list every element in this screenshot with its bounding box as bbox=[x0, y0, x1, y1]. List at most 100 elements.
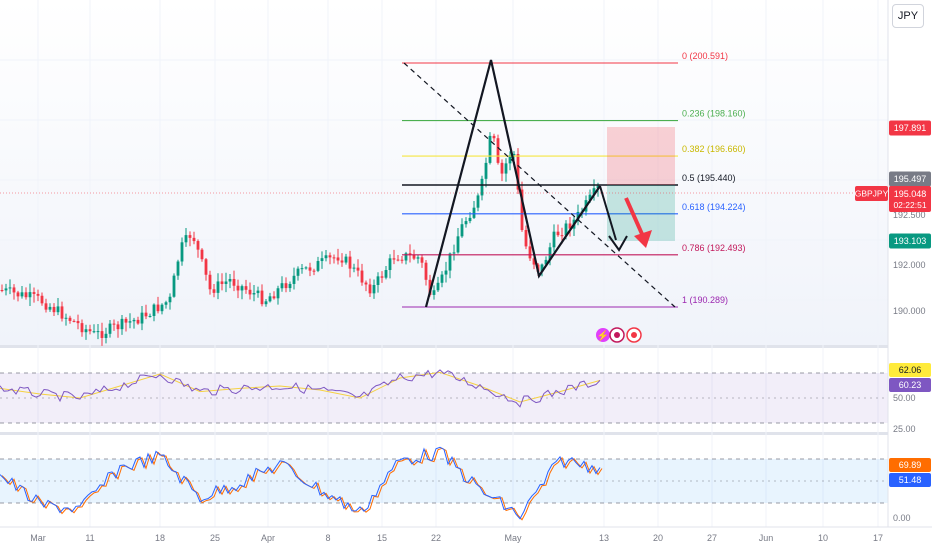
candle-body bbox=[20, 292, 24, 297]
candle-body bbox=[108, 323, 112, 334]
candle-body bbox=[576, 211, 580, 220]
candle-body bbox=[176, 261, 180, 276]
candle-body bbox=[456, 236, 460, 253]
red-arrow-shaft[interactable] bbox=[624, 197, 644, 235]
candle-body bbox=[520, 189, 524, 231]
candle-body bbox=[372, 284, 376, 294]
candle-body bbox=[148, 315, 152, 317]
price-tick: 192.000 bbox=[893, 260, 926, 270]
stoch-pane[interactable] bbox=[0, 437, 888, 527]
candle-body bbox=[160, 304, 164, 312]
candle-body bbox=[464, 221, 468, 225]
pane-divider-2[interactable] bbox=[0, 432, 932, 435]
rsi-line bbox=[0, 369, 601, 408]
candle-body bbox=[436, 282, 440, 291]
price-axis-ticks: 192.500 192.000 190.000 50.00 25.00 0.00 bbox=[893, 210, 926, 523]
candle-body bbox=[128, 321, 132, 323]
candle-body bbox=[80, 323, 84, 333]
candle-body bbox=[164, 302, 168, 305]
time-label: 27 bbox=[707, 533, 717, 543]
dashed-trend-line[interactable] bbox=[403, 62, 676, 308]
time-label: 17 bbox=[873, 533, 883, 543]
candle-body bbox=[96, 331, 100, 333]
candle-body bbox=[188, 235, 192, 238]
stoch-tick: 0.00 bbox=[893, 513, 911, 523]
candle-body bbox=[340, 260, 344, 263]
candle-body bbox=[264, 301, 268, 305]
candle-body bbox=[496, 138, 500, 163]
candle-body bbox=[192, 237, 196, 242]
rsi-tick: 50.00 bbox=[893, 393, 916, 403]
candle-body bbox=[376, 276, 380, 285]
candle-body bbox=[224, 281, 228, 284]
red-arrow-head-icon bbox=[634, 230, 652, 248]
candle-body bbox=[84, 329, 88, 333]
symbol-badge bbox=[855, 186, 888, 201]
currency-button[interactable]: JPY bbox=[892, 4, 924, 28]
candle-body bbox=[48, 306, 52, 310]
candle-body bbox=[512, 154, 516, 156]
main-pane[interactable] bbox=[0, 0, 888, 345]
flash-icon[interactable] bbox=[596, 328, 610, 342]
time-label: 15 bbox=[377, 533, 387, 543]
candle-body bbox=[552, 231, 556, 248]
candle-body bbox=[196, 241, 200, 250]
fib-label-0.786: 0.786 (192.493) bbox=[682, 243, 746, 253]
candle-body bbox=[292, 275, 296, 284]
candle-body bbox=[144, 312, 148, 317]
candle-body bbox=[328, 255, 332, 258]
candle-body bbox=[272, 296, 276, 299]
fibonacci-retracement[interactable]: 0 (200.591) 0.236 (198.160) 0.382 (196.660… bbox=[402, 51, 746, 308]
projection-line[interactable] bbox=[599, 185, 617, 241]
candle-body bbox=[556, 231, 560, 236]
candle-body bbox=[316, 261, 320, 271]
candle-body bbox=[532, 258, 536, 265]
candle-body bbox=[32, 292, 36, 294]
candle-body bbox=[396, 259, 400, 261]
candle-body bbox=[64, 317, 68, 319]
stop-loss-zone[interactable] bbox=[607, 127, 675, 185]
candle-body bbox=[112, 323, 116, 325]
candle-body bbox=[136, 319, 140, 324]
candle-body bbox=[4, 288, 8, 291]
time-label: 18 bbox=[155, 533, 165, 543]
stoch-k-line bbox=[0, 446, 601, 520]
price-label-3: 193.103 bbox=[894, 236, 927, 246]
candle-body bbox=[332, 257, 336, 259]
candle-body bbox=[228, 278, 232, 282]
event-icons[interactable]: ⚡ bbox=[596, 327, 642, 343]
stoch-label-1: 51.48 bbox=[899, 475, 922, 485]
price-label-0: 197.891 bbox=[894, 123, 927, 133]
candle-body bbox=[40, 295, 44, 304]
time-label: Jun bbox=[759, 533, 774, 543]
candle-body bbox=[72, 320, 76, 322]
time-axis[interactable] bbox=[0, 527, 932, 550]
fib-label-0.236: 0.236 (198.160) bbox=[682, 109, 746, 119]
candle-body bbox=[324, 255, 328, 259]
candle-body bbox=[416, 257, 420, 259]
candle-body bbox=[12, 287, 16, 293]
candle-body bbox=[392, 258, 396, 260]
pattern-lines[interactable] bbox=[424, 59, 601, 308]
fib-label-0.618: 0.618 (194.224) bbox=[682, 202, 746, 212]
rsi-pane[interactable] bbox=[0, 350, 888, 432]
candle-body bbox=[400, 259, 404, 261]
candle-body bbox=[260, 290, 264, 305]
candle-body bbox=[448, 253, 452, 271]
candle-body bbox=[172, 275, 176, 297]
candle-body bbox=[380, 276, 384, 278]
candle-body bbox=[540, 264, 544, 272]
candle-body bbox=[460, 224, 464, 237]
candle-body bbox=[484, 162, 488, 179]
pane-divider-1[interactable] bbox=[0, 345, 932, 348]
candle-body bbox=[468, 217, 472, 222]
candle-body bbox=[528, 246, 532, 259]
svg-text:⚡: ⚡ bbox=[597, 329, 609, 342]
candle-body bbox=[236, 285, 240, 291]
candle-body bbox=[28, 292, 32, 298]
candle-body bbox=[68, 317, 72, 321]
time-label: 25 bbox=[210, 533, 220, 543]
candle-body bbox=[516, 154, 520, 190]
